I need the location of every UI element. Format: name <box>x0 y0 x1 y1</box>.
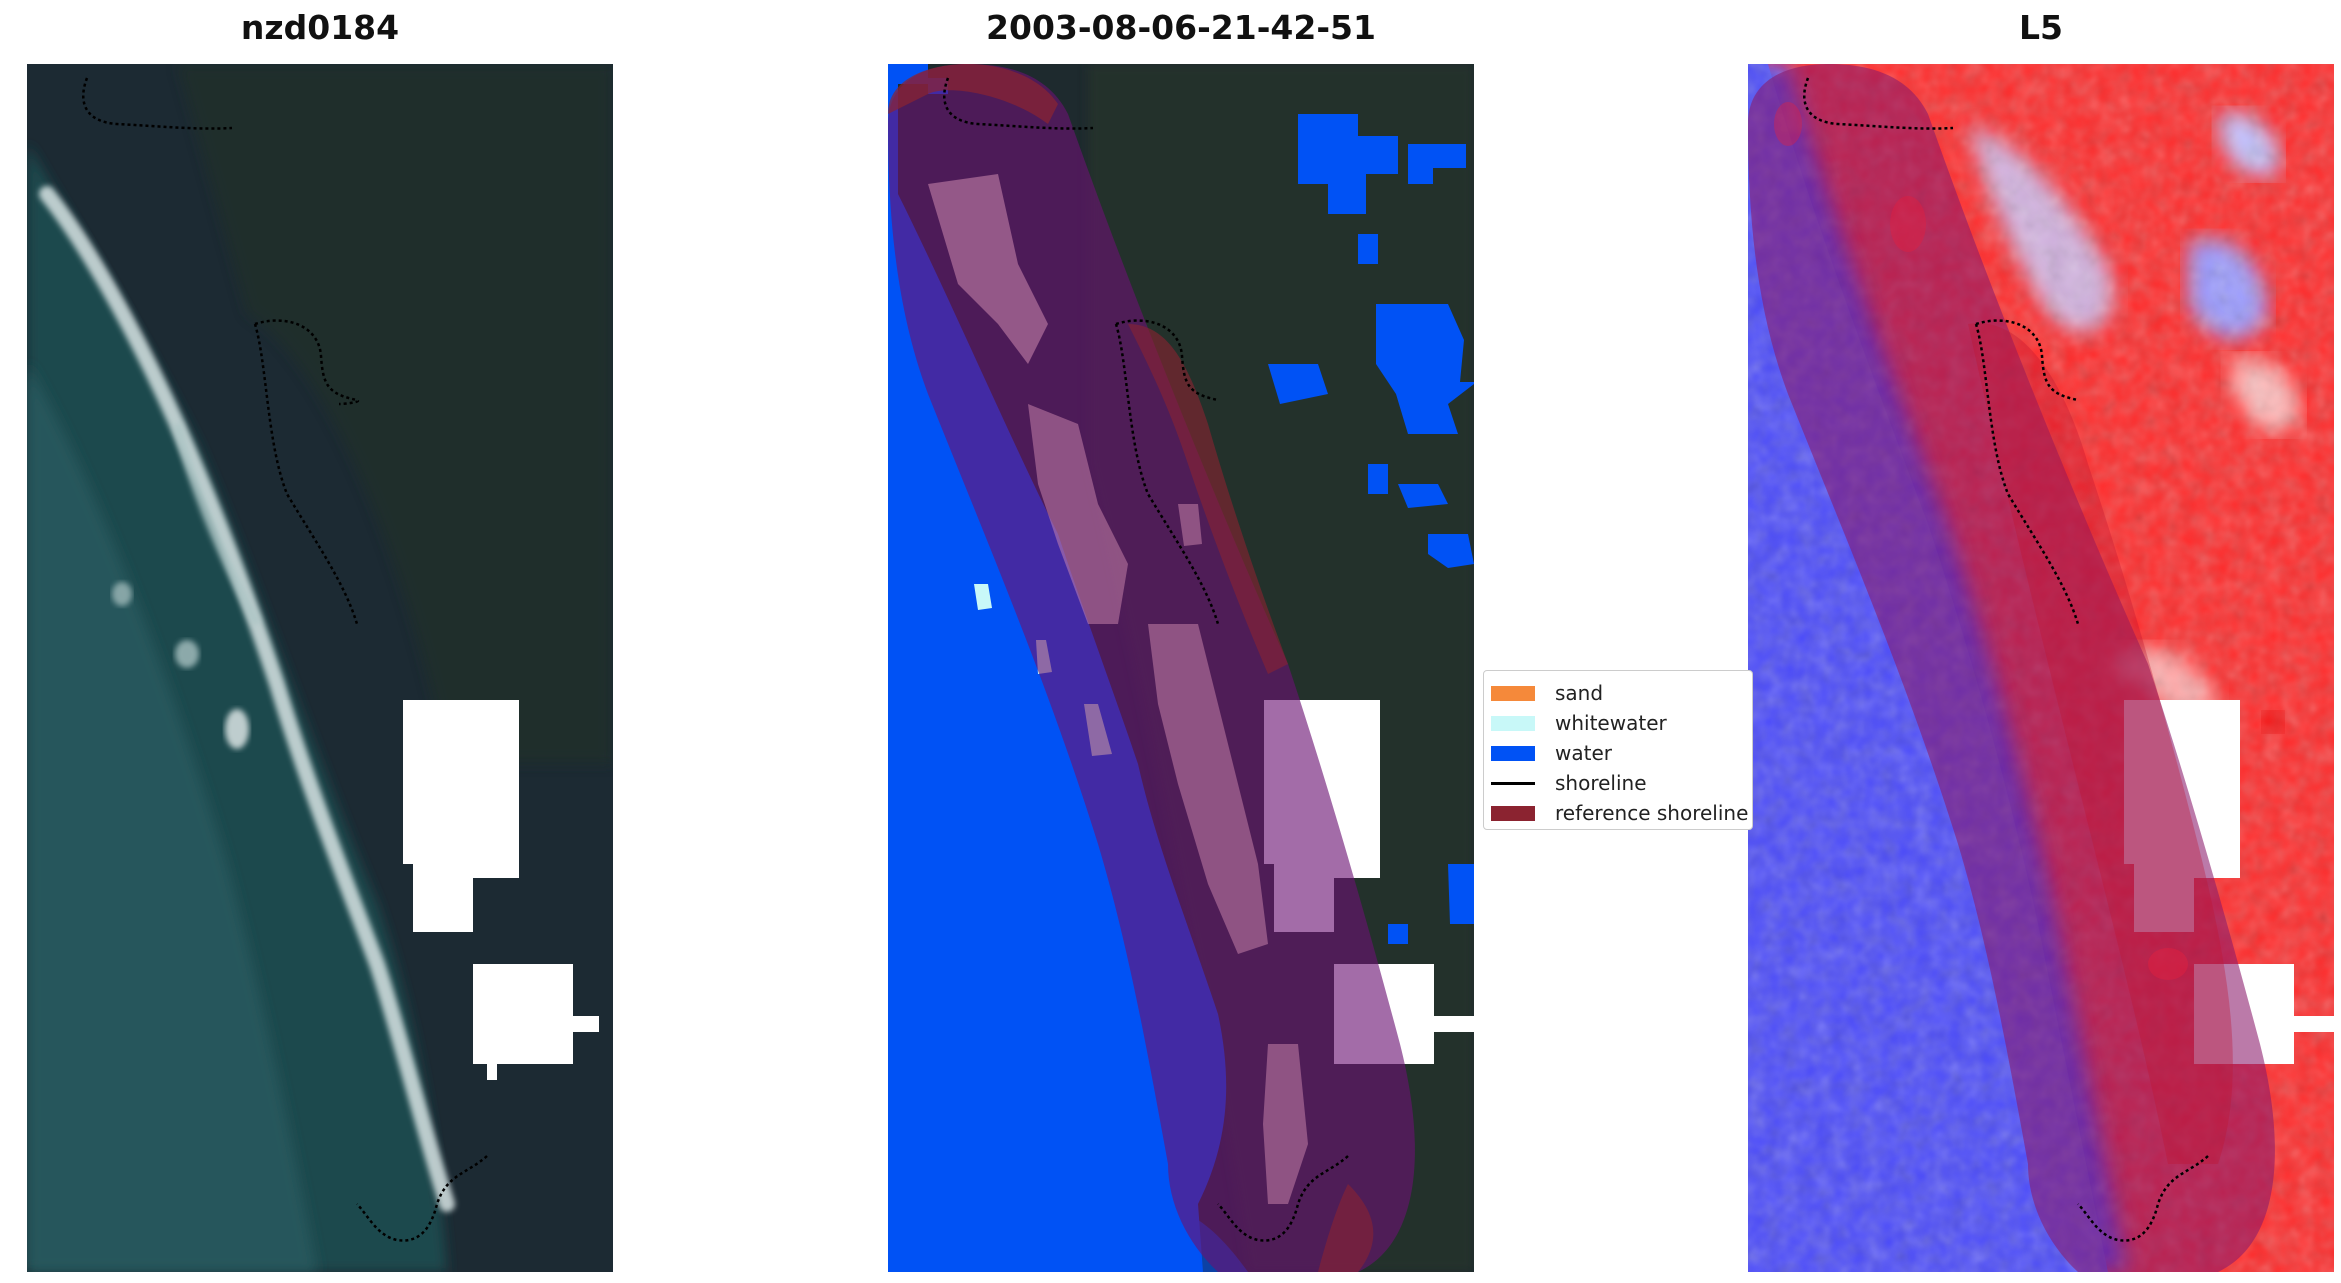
sand-swatch <box>1491 685 1535 701</box>
classification-overlay-image <box>888 64 1474 1272</box>
legend-item-reference-shoreline: reference shoreline <box>1484 798 1752 828</box>
index-heatmap-image <box>1748 64 2334 1272</box>
panel-title-rgb: nzd0184 <box>240 8 400 47</box>
legend-label-shoreline: shoreline <box>1555 771 1647 795</box>
legend: sand whitewater water shoreline referenc… <box>1483 670 1753 830</box>
shoreline-swatch <box>1491 781 1535 785</box>
water-swatch <box>1491 745 1535 761</box>
legend-label-reference-shoreline: reference shoreline <box>1555 801 1749 825</box>
legend-label-water: water <box>1555 741 1612 765</box>
legend-item-sand: sand <box>1484 678 1752 708</box>
whitewater-swatch <box>1491 715 1535 731</box>
panel-title-classification: 2003-08-06-21-42-51 <box>986 8 1376 47</box>
rgb-satellite-image <box>27 64 613 1272</box>
panel-title-index: L5 <box>2019 8 2063 47</box>
legend-item-water: water <box>1484 738 1752 768</box>
legend-label-sand: sand <box>1555 681 1604 705</box>
legend-item-whitewater: whitewater <box>1484 708 1752 738</box>
legend-item-shoreline: shoreline <box>1484 768 1752 798</box>
legend-label-whitewater: whitewater <box>1555 711 1667 735</box>
reference-shoreline-swatch <box>1491 805 1535 821</box>
